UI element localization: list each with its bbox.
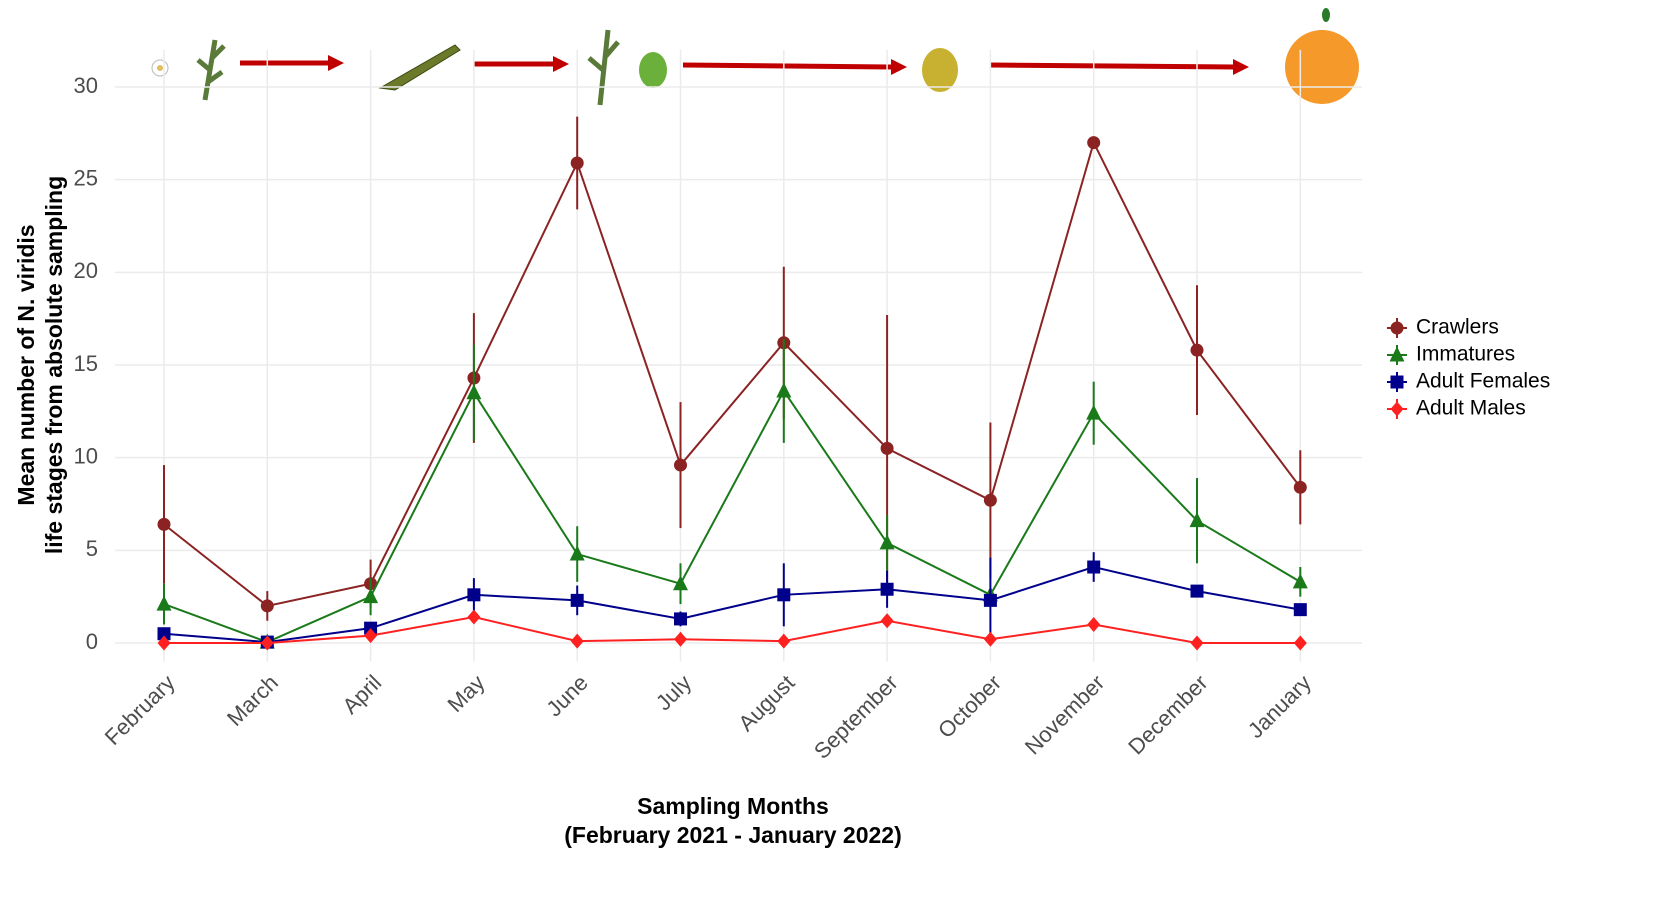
x-tick-label: May <box>442 670 489 717</box>
x-tick-label: October <box>933 670 1006 743</box>
x-tick-label: February <box>100 670 180 750</box>
x-axis-label: Sampling Months <box>637 793 829 819</box>
x-axis-label: (February 2021 - January 2022) <box>564 822 902 848</box>
point <box>467 610 480 625</box>
point <box>984 594 997 607</box>
series <box>158 117 1307 621</box>
point <box>1087 617 1100 632</box>
chart: 0 5 10 15 20 25 30 February March April May June Jul… <box>0 0 1653 902</box>
y-axis-label: life stages from absolute sampling <box>41 176 67 554</box>
line <box>164 391 1300 642</box>
point <box>261 599 274 612</box>
point <box>984 494 997 507</box>
series <box>157 339 1308 649</box>
point <box>674 632 687 647</box>
line <box>164 617 1300 643</box>
point <box>777 634 790 649</box>
point <box>1294 603 1307 616</box>
y-tick-label: 5 <box>86 536 98 561</box>
line <box>164 143 1300 606</box>
point <box>776 382 791 397</box>
legend-marker <box>1391 402 1404 417</box>
point <box>1294 636 1307 651</box>
x-tick-label: January <box>1243 670 1316 743</box>
y-tick-label: 30 <box>74 73 98 98</box>
y-tick-label: 25 <box>74 165 98 190</box>
point <box>674 459 687 472</box>
x-tick-label: September <box>809 670 903 764</box>
y-tick-label: 15 <box>74 351 98 376</box>
x-tick-label: December <box>1123 670 1212 759</box>
point <box>1191 585 1204 598</box>
point <box>881 583 894 596</box>
point <box>1087 561 1100 574</box>
point <box>1086 405 1101 420</box>
point <box>158 518 171 531</box>
phenology-icons <box>152 8 1359 105</box>
x-tick-label: July <box>651 670 696 715</box>
point <box>777 588 790 601</box>
x-tick-label: March <box>222 670 283 731</box>
legend-label: Immatures <box>1416 343 1515 366</box>
legend-label: Crawlers <box>1416 316 1499 339</box>
point <box>363 588 378 603</box>
point <box>1191 344 1204 357</box>
point <box>1087 136 1100 149</box>
x-tick-label: April <box>337 670 386 719</box>
point <box>881 442 894 455</box>
point <box>570 546 585 561</box>
legend-label: Adult Males <box>1416 397 1526 420</box>
point <box>157 596 172 611</box>
legend-label: Adult Females <box>1416 370 1550 393</box>
point <box>984 632 997 647</box>
series <box>158 610 1307 651</box>
x-tick-label: June <box>541 670 592 721</box>
point <box>571 594 584 607</box>
point <box>571 156 584 169</box>
point <box>1294 481 1307 494</box>
y-tick-label: 10 <box>74 443 98 468</box>
legend-marker <box>1391 376 1404 389</box>
point <box>1293 573 1308 588</box>
point <box>571 634 584 649</box>
point <box>674 612 687 625</box>
legend-marker <box>1391 322 1404 335</box>
point <box>881 613 894 628</box>
point <box>1191 636 1204 651</box>
y-tick-label: 0 <box>86 629 98 654</box>
series <box>158 552 1307 648</box>
x-tick-label: November <box>1020 670 1109 759</box>
point <box>467 588 480 601</box>
y-tick-label: 20 <box>74 258 98 283</box>
x-tick-label: August <box>733 670 799 736</box>
y-axis-label: Mean number of N. viridis <box>13 224 39 505</box>
